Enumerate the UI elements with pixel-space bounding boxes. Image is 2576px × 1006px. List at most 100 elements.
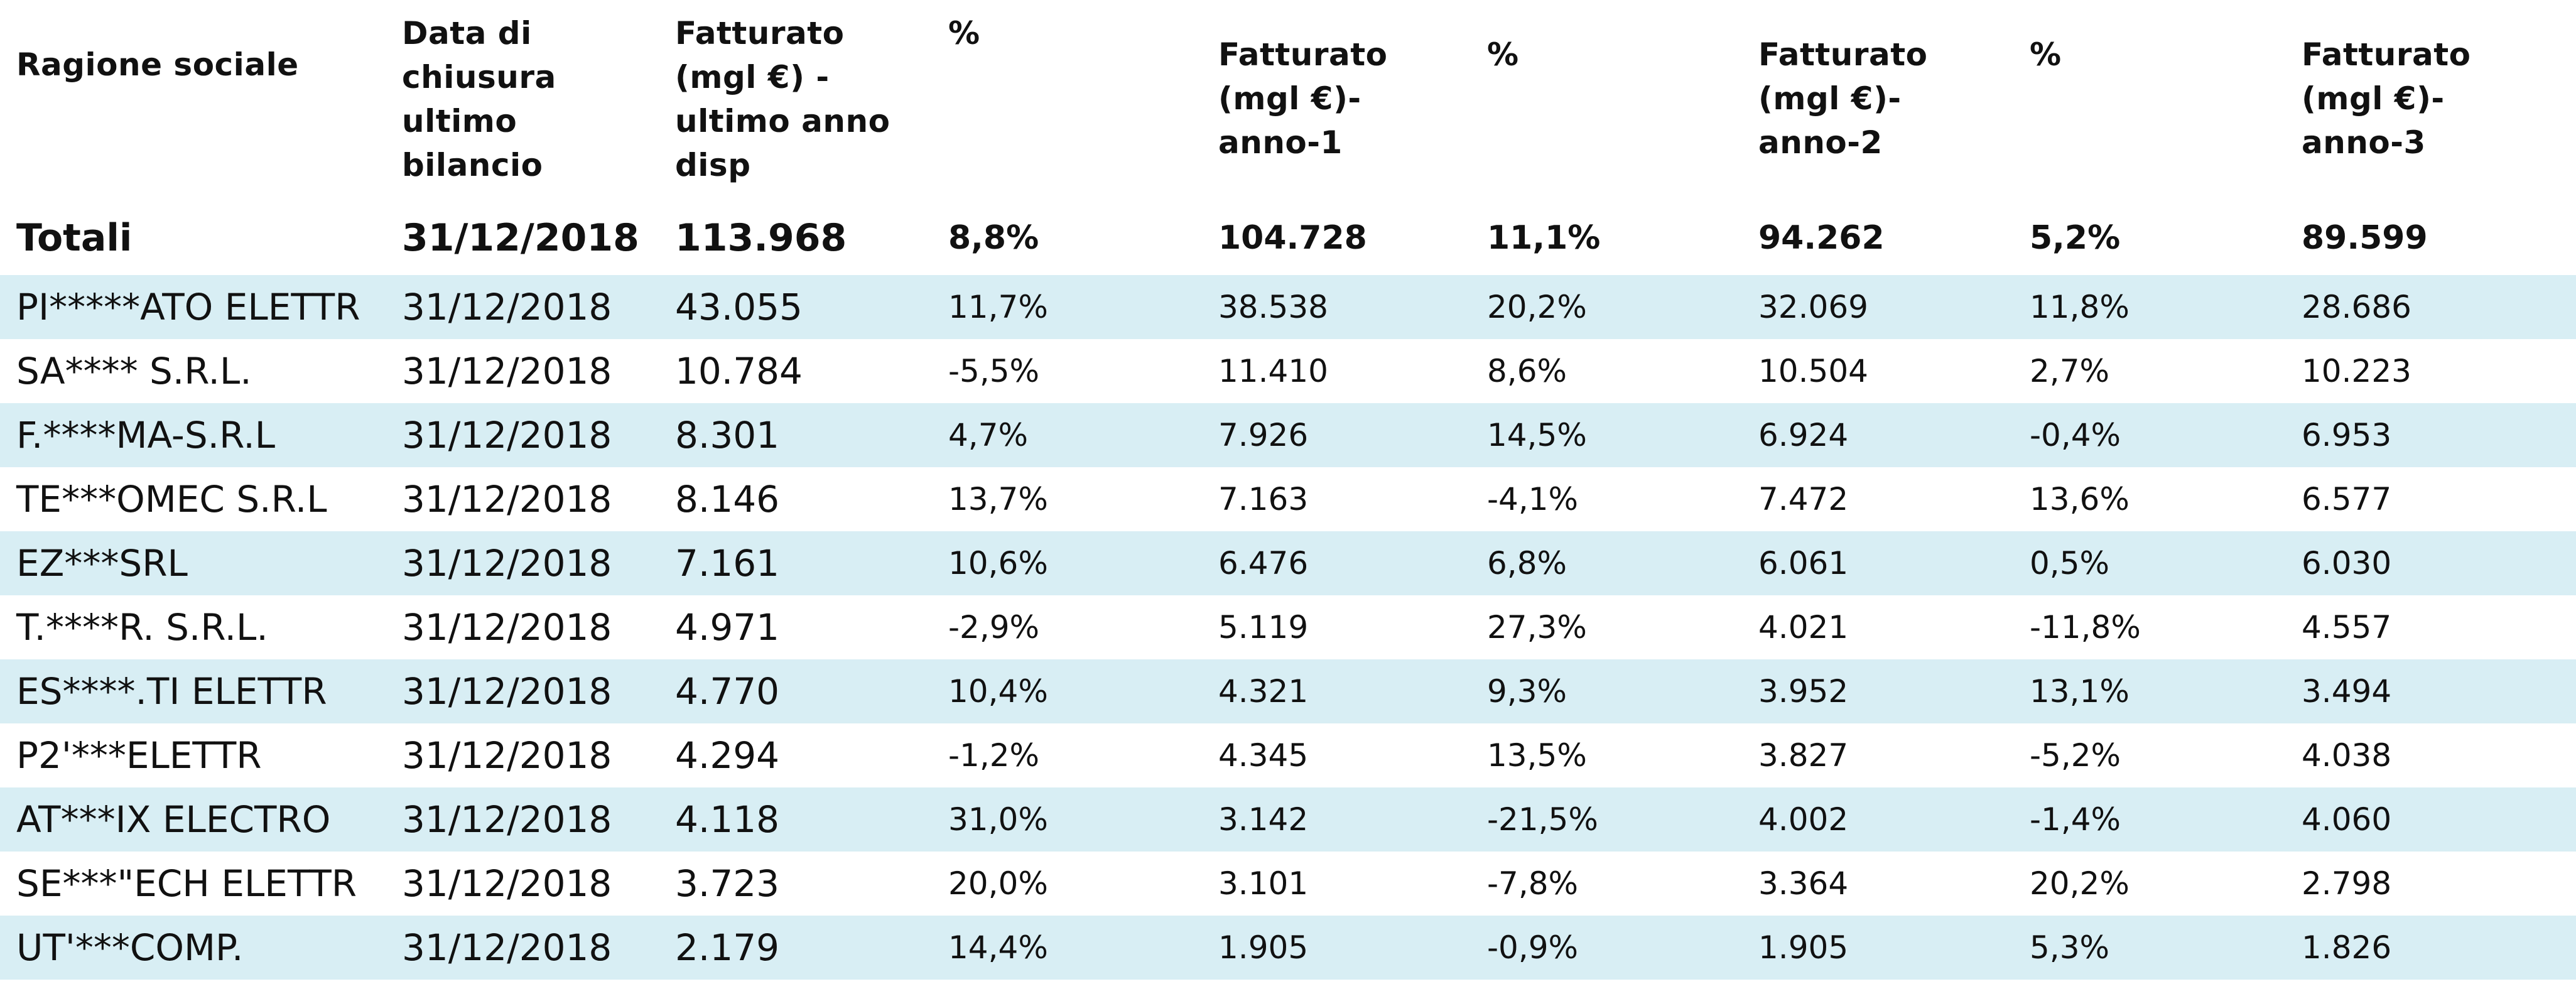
totals-pct-1: 8,8% xyxy=(948,219,1039,257)
cell-company-name: UT'***COMP. xyxy=(16,926,244,969)
cell-fatturato-anno-2: 3.827 xyxy=(1758,737,1849,774)
cell-pct-3: 11,8% xyxy=(2030,289,2130,325)
table-body: PI*****ATO ELETTR 31/12/2018 43.055 11,7% 38… xyxy=(0,275,2576,980)
cell-fatturato-anno-2: 3.952 xyxy=(1758,673,1849,710)
table-row: UT'***COMP. 31/12/2018 2.179 14,4% 1.905 -0,9… xyxy=(0,916,2576,980)
cell-pct-1: 10,6% xyxy=(948,545,1048,581)
cell-pct-2: 8,6% xyxy=(1487,353,1567,389)
table-row: EZ***SRL 31/12/2018 7.161 10,6% 6.476 6,8% 6.0… xyxy=(0,531,2576,595)
cell-pct-3: 13,6% xyxy=(2030,481,2130,517)
cell-closing-date: 31/12/2018 xyxy=(402,734,612,777)
cell-fatturato-ultimo: 4.770 xyxy=(675,670,780,713)
cell-fatturato-ultimo: 43.055 xyxy=(675,286,803,328)
totals-date: 31/12/2018 xyxy=(402,216,639,260)
cell-pct-2: -7,8% xyxy=(1487,865,1579,902)
cell-company-name: PI*****ATO ELETTR xyxy=(16,286,360,328)
cell-fatturato-anno-2: 1.905 xyxy=(1758,929,1849,966)
cell-fatturato-anno-1: 4.321 xyxy=(1218,673,1309,710)
header-pct-3: % xyxy=(2030,36,2062,73)
cell-fatturato-anno-3: 10.223 xyxy=(2302,353,2411,389)
totals-fatturato-anno-1: 104.728 xyxy=(1218,219,1367,257)
cell-fatturato-ultimo: 4.294 xyxy=(675,734,780,777)
cell-fatturato-anno-3: 3.494 xyxy=(2302,673,2392,710)
cell-closing-date: 31/12/2018 xyxy=(402,670,612,713)
cell-fatturato-anno-2: 10.504 xyxy=(1758,353,1868,389)
cell-fatturato-anno-2: 4.021 xyxy=(1758,609,1849,646)
cell-company-name: P2'***ELETTR xyxy=(16,734,262,777)
cell-fatturato-anno-1: 6.476 xyxy=(1218,545,1309,581)
table-row: SA**** S.R.L. 31/12/2018 10.784 -5,5% 11.410… xyxy=(0,339,2576,403)
header-ragione-sociale: Ragione sociale xyxy=(16,46,299,83)
header-fatturato-anno-2: Fatturato (mgl €)- anno-2 xyxy=(1758,36,1928,161)
table-row: PI*****ATO ELETTR 31/12/2018 43.055 11,7% 38… xyxy=(0,275,2576,339)
cell-fatturato-anno-3: 1.826 xyxy=(2302,929,2392,966)
cell-pct-3: 0,5% xyxy=(2030,545,2110,581)
cell-fatturato-anno-1: 7.926 xyxy=(1218,417,1309,453)
totals-fatturato-anno-3: 89.599 xyxy=(2302,219,2428,257)
cell-company-name: F.****MA-S.R.L xyxy=(16,414,276,457)
cell-fatturato-ultimo: 3.723 xyxy=(675,862,780,905)
totals-pct-2: 11,1% xyxy=(1487,219,1601,257)
cell-fatturato-anno-1: 5.119 xyxy=(1218,609,1309,646)
cell-pct-3: -11,8% xyxy=(2030,609,2141,646)
cell-fatturato-anno-2: 3.364 xyxy=(1758,865,1849,902)
table-row: T.****R. S.R.L. 31/12/2018 4.971 -2,9% 5.119… xyxy=(0,595,2576,659)
cell-pct-2: 6,8% xyxy=(1487,545,1567,581)
cell-pct-2: 20,2% xyxy=(1487,289,1587,325)
cell-fatturato-anno-3: 4.038 xyxy=(2302,737,2392,774)
cell-pct-1: 10,4% xyxy=(948,673,1048,710)
cell-fatturato-ultimo: 10.784 xyxy=(675,350,803,392)
table-row: ES****.TI ELETTR 31/12/2018 4.770 10,4% 4.32… xyxy=(0,659,2576,723)
cell-pct-3: 20,2% xyxy=(2030,865,2130,902)
cell-fatturato-anno-2: 6.924 xyxy=(1758,417,1849,453)
totals-label: Totali xyxy=(16,216,133,260)
header-fatturato-anno-3: Fatturato (mgl €)- anno-3 xyxy=(2302,36,2471,161)
cell-fatturato-ultimo: 7.161 xyxy=(675,542,780,585)
table-row: TE***OMEC S.R.L 31/12/2018 8.146 13,7% 7.163… xyxy=(0,467,2576,531)
cell-company-name: TE***OMEC S.R.L xyxy=(16,478,327,521)
cell-closing-date: 31/12/2018 xyxy=(402,478,612,521)
totals-fatturato-ultimo: 113.968 xyxy=(675,216,847,260)
cell-pct-3: -5,2% xyxy=(2030,737,2121,774)
cell-fatturato-anno-2: 6.061 xyxy=(1758,545,1849,581)
cell-fatturato-anno-2: 7.472 xyxy=(1758,481,1849,517)
cell-fatturato-anno-1: 3.142 xyxy=(1218,801,1309,838)
cell-pct-2: -21,5% xyxy=(1487,801,1598,838)
cell-pct-2: -0,9% xyxy=(1487,929,1579,966)
cell-fatturato-anno-1: 11.410 xyxy=(1218,353,1328,389)
cell-company-name: SA**** S.R.L. xyxy=(16,350,252,392)
header-data-chiusura: Data di chiusura ultimo bilancio xyxy=(402,15,556,183)
cell-pct-1: 13,7% xyxy=(948,481,1048,517)
totals-fatturato-anno-2: 94.262 xyxy=(1758,219,1885,257)
cell-fatturato-ultimo: 8.301 xyxy=(675,414,780,457)
cell-closing-date: 31/12/2018 xyxy=(402,350,612,392)
cell-pct-1: 31,0% xyxy=(948,801,1048,838)
table-row: F.****MA-S.R.L 31/12/2018 8.301 4,7% 7.926 14… xyxy=(0,403,2576,467)
cell-closing-date: 31/12/2018 xyxy=(402,286,612,328)
header-pct-2: % xyxy=(1487,36,1519,73)
cell-fatturato-anno-1: 4.345 xyxy=(1218,737,1309,774)
cell-pct-3: 13,1% xyxy=(2030,673,2130,710)
cell-fatturato-anno-3: 6.577 xyxy=(2302,481,2392,517)
cell-pct-2: 14,5% xyxy=(1487,417,1587,453)
cell-pct-1: 4,7% xyxy=(948,417,1029,453)
totals-row: Totali 31/12/2018 113.968 8,8% 104.728 1… xyxy=(0,207,2576,269)
cell-pct-1: 20,0% xyxy=(948,865,1048,902)
cell-pct-2: 13,5% xyxy=(1487,737,1587,774)
cell-company-name: SE***"ECH ELETTR xyxy=(16,862,357,905)
cell-pct-2: -4,1% xyxy=(1487,481,1579,517)
cell-pct-1: 14,4% xyxy=(948,929,1048,966)
cell-pct-3: 5,3% xyxy=(2030,929,2110,966)
cell-fatturato-anno-2: 4.002 xyxy=(1758,801,1849,838)
cell-company-name: AT***IX ELECTRO xyxy=(16,798,331,841)
cell-fatturato-ultimo: 4.118 xyxy=(675,798,780,841)
cell-fatturato-anno-1: 1.905 xyxy=(1218,929,1309,966)
cell-company-name: T.****R. S.R.L. xyxy=(16,606,268,649)
cell-fatturato-ultimo: 2.179 xyxy=(675,926,780,969)
cell-closing-date: 31/12/2018 xyxy=(402,862,612,905)
cell-fatturato-anno-3: 4.557 xyxy=(2302,609,2392,646)
cell-closing-date: 31/12/2018 xyxy=(402,798,612,841)
cell-pct-3: -1,4% xyxy=(2030,801,2121,838)
cell-fatturato-ultimo: 8.146 xyxy=(675,478,780,521)
